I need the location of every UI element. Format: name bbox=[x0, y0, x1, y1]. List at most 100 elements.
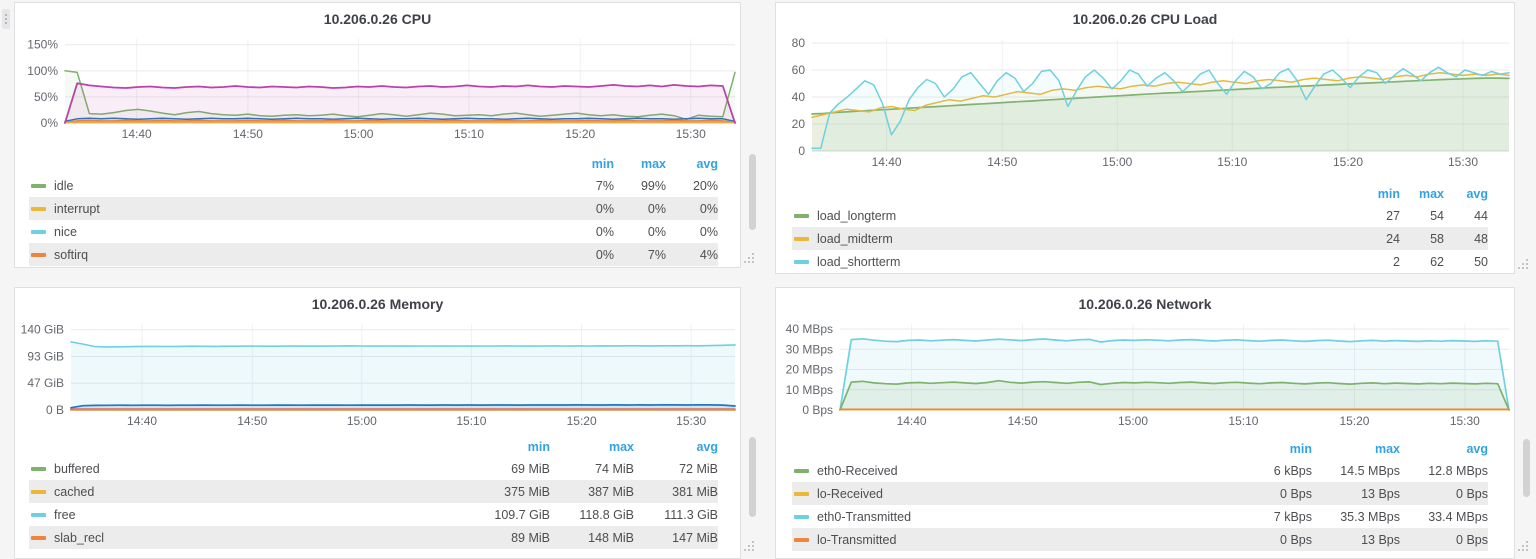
legend-series-toggle[interactable]: nice bbox=[29, 225, 562, 239]
memory-chart[interactable]: 14:40 14:50 15:00 15:10 15:20 15:30 0 B 47 GiB 9… bbox=[15, 318, 740, 430]
series-avg: 20% bbox=[692, 178, 718, 193]
series-color-swatch[interactable] bbox=[794, 514, 809, 519]
series-avg: 381 MiB bbox=[672, 484, 718, 499]
series-color-swatch[interactable] bbox=[31, 206, 46, 211]
series-color-swatch[interactable] bbox=[794, 537, 809, 542]
legend-series-toggle[interactable]: cached bbox=[29, 485, 466, 499]
panel-cpu-load: 10.206.0.26 CPU Load 14:40 14:50 15:00 15:1… bbox=[775, 2, 1528, 274]
series-area-load_longterm bbox=[812, 78, 1509, 151]
legend-rows: buffered 69 MiB 74 MiB 72 MiB cached 375 MiB 3… bbox=[29, 457, 718, 549]
series-color-swatch[interactable] bbox=[31, 229, 46, 234]
legend-header-min[interactable]: min bbox=[1377, 187, 1400, 201]
series-color-swatch[interactable] bbox=[31, 183, 46, 188]
x-tick-label: 15:10 bbox=[1217, 155, 1247, 169]
series-color-swatch[interactable] bbox=[31, 512, 46, 517]
series-min: 0% bbox=[595, 247, 614, 262]
legend-header-avg[interactable]: avg bbox=[696, 157, 718, 171]
legend-series-toggle[interactable]: load_shortterm bbox=[792, 255, 1356, 269]
panel-resize-handle[interactable] bbox=[1526, 549, 1528, 551]
row-drag-handle[interactable] bbox=[2, 9, 10, 29]
series-min: 0% bbox=[595, 224, 614, 239]
legend-header-max[interactable]: max bbox=[1418, 187, 1444, 201]
series-avg: 0% bbox=[699, 224, 718, 239]
series-max: 58 bbox=[1430, 231, 1444, 246]
panel-title-cpu-load[interactable]: 10.206.0.26 CPU Load bbox=[1072, 11, 1218, 27]
legend-header-min[interactable]: min bbox=[527, 440, 550, 454]
series-line-load_longterm bbox=[811, 77, 1510, 115]
series-line-user bbox=[64, 82, 736, 124]
panel-resize-handle[interactable] bbox=[752, 261, 754, 263]
series-avg: 111.3 GiB bbox=[664, 507, 718, 522]
panel-title-network[interactable]: 10.206.0.26 Network bbox=[1078, 296, 1212, 312]
x-tick-label: 15:10 bbox=[1228, 414, 1258, 428]
legend-scrollbar[interactable] bbox=[749, 154, 756, 230]
legend-series-toggle[interactable]: lo-Received bbox=[792, 487, 1224, 501]
legend-series-toggle[interactable]: buffered bbox=[29, 462, 466, 476]
series-line-idle bbox=[64, 70, 736, 121]
cpu-chart-svg: 14:40 14:50 15:00 15:10 15:20 15:30 0% 50% 100% 1… bbox=[27, 38, 736, 141]
series-min: 6 kBps bbox=[1273, 463, 1312, 478]
legend-scrollbar[interactable] bbox=[1523, 439, 1530, 497]
x-tick-label: 14:40 bbox=[897, 414, 927, 428]
legend-series-toggle[interactable]: interrupt bbox=[29, 202, 562, 216]
panel-title-cpu[interactable]: 10.206.0.26 CPU bbox=[323, 11, 432, 27]
cpu-chart[interactable]: 14:40 14:50 15:00 15:10 15:20 15:30 0% 50% 100% 1… bbox=[15, 33, 740, 143]
series-color-swatch[interactable] bbox=[794, 236, 809, 241]
legend-header: min max avg bbox=[792, 439, 1488, 459]
legend-series-toggle[interactable]: idle bbox=[29, 179, 562, 193]
series-min: 0 Bps bbox=[1280, 486, 1312, 501]
series-max: 74 MiB bbox=[595, 461, 634, 476]
series-label: load_midterm bbox=[817, 231, 893, 246]
legend-series-toggle[interactable]: free bbox=[29, 508, 466, 522]
legend-header-avg[interactable]: avg bbox=[1466, 442, 1488, 456]
series-color-swatch[interactable] bbox=[31, 489, 46, 494]
legend-header-avg[interactable]: avg bbox=[696, 440, 718, 454]
cpu-load-legend: min max avg load_longterm 27 54 44 load_midt… bbox=[776, 184, 1514, 273]
legend-header-avg[interactable]: avg bbox=[1466, 187, 1488, 201]
y-tick-label: 10 MBps bbox=[786, 383, 833, 397]
legend-series-toggle[interactable]: lo-Transmitted bbox=[792, 533, 1224, 547]
series-min: 7 kBps bbox=[1273, 509, 1312, 524]
series-max: 35.3 MBps bbox=[1340, 509, 1400, 524]
series-color-swatch[interactable] bbox=[794, 213, 809, 218]
series-max: 13 Bps bbox=[1361, 532, 1400, 547]
panel-resize-handle[interactable] bbox=[1526, 267, 1528, 269]
series-min: 2 bbox=[1393, 254, 1400, 269]
panel-title-memory[interactable]: 10.206.0.26 Memory bbox=[311, 296, 444, 312]
cpu-load-chart[interactable]: 14:40 14:50 15:00 15:10 15:20 15:30 0 20 40 60 80 bbox=[776, 33, 1514, 171]
legend-row-slab_recl: slab_recl 89 MiB 148 MiB 147 MiB bbox=[29, 526, 718, 549]
series-label: load_shortterm bbox=[817, 254, 901, 269]
legend-series-toggle[interactable]: load_longterm bbox=[792, 209, 1356, 223]
series-avg: 33.4 MBps bbox=[1428, 509, 1488, 524]
legend-series-toggle[interactable]: slab_recl bbox=[29, 531, 466, 545]
legend-header-max[interactable]: max bbox=[608, 440, 634, 454]
legend-series-toggle[interactable]: eth0-Transmitted bbox=[792, 510, 1224, 524]
series-color-swatch[interactable] bbox=[794, 259, 809, 264]
legend-series-toggle[interactable]: load_midterm bbox=[792, 232, 1356, 246]
series-color-swatch[interactable] bbox=[31, 535, 46, 540]
series-color-swatch[interactable] bbox=[794, 468, 809, 473]
x-tick-label: 14:40 bbox=[872, 155, 902, 169]
legend-series-toggle[interactable]: softirq bbox=[29, 248, 562, 262]
series-area-eth0-Received bbox=[840, 380, 1509, 410]
panel-resize-handle[interactable] bbox=[752, 549, 754, 551]
legend-series-toggle[interactable]: eth0-Received bbox=[792, 464, 1224, 478]
legend-header-min[interactable]: min bbox=[1289, 442, 1312, 456]
series-color-swatch[interactable] bbox=[31, 252, 46, 257]
series-color-swatch[interactable] bbox=[794, 491, 809, 496]
series-area-free bbox=[71, 341, 735, 410]
x-tick-label: 15:20 bbox=[1339, 414, 1369, 428]
legend-header-max[interactable]: max bbox=[1374, 442, 1400, 456]
series-color-swatch[interactable] bbox=[31, 466, 46, 471]
y-tick-label: 0 B bbox=[46, 403, 64, 417]
legend-scrollbar[interactable] bbox=[749, 437, 756, 517]
series-label: idle bbox=[54, 178, 74, 193]
series-avg: 12.8 MBps bbox=[1428, 463, 1488, 478]
network-chart[interactable]: 14:40 14:50 15:00 15:10 15:20 15:30 0 Bps 10 MB… bbox=[776, 318, 1514, 430]
legend-header-max[interactable]: max bbox=[640, 157, 666, 171]
legend-header-min[interactable]: min bbox=[591, 157, 614, 171]
legend-row-free: free 109.7 GiB 118.8 GiB 111.3 GiB bbox=[29, 503, 718, 526]
x-tick-label: 14:50 bbox=[987, 155, 1017, 169]
y-tick-label: 140 GiB bbox=[21, 323, 64, 337]
y-tick-label: 20 MBps bbox=[786, 363, 833, 377]
